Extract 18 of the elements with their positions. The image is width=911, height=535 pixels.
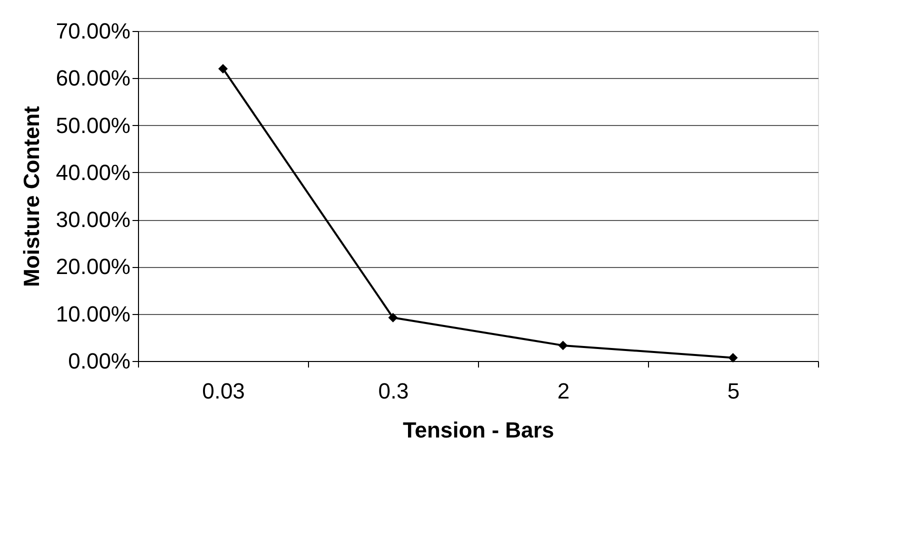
- x-tick-label: 0.3: [378, 378, 409, 404]
- point: [558, 340, 568, 350]
- point: [388, 312, 398, 322]
- x-axis-title: Tension - Bars: [402, 418, 554, 442]
- x-tick-label: 5: [727, 378, 740, 404]
- x-tick-label: 0.03: [202, 378, 245, 404]
- y-tick-label: 20.00%: [56, 254, 130, 280]
- y-tick-label: 60.00%: [56, 66, 130, 91]
- x-tick-label: 2: [557, 378, 570, 404]
- y-tick-label: 70.00%: [56, 18, 130, 44]
- y-tick-label: 30.00%: [56, 207, 130, 232]
- y-tick-label: 10.00%: [56, 301, 130, 326]
- y-tick-label: 40.00%: [56, 160, 130, 185]
- y-tick-label: 0.00%: [68, 348, 130, 374]
- point: [218, 64, 228, 74]
- y-tick-label: 50.00%: [56, 112, 130, 138]
- y-axis-title: Moisture Content: [18, 105, 44, 287]
- point: [728, 352, 738, 362]
